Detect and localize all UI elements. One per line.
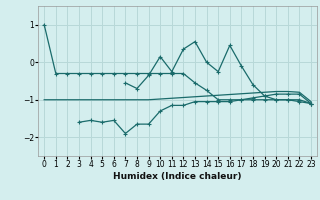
- X-axis label: Humidex (Indice chaleur): Humidex (Indice chaleur): [113, 172, 242, 181]
